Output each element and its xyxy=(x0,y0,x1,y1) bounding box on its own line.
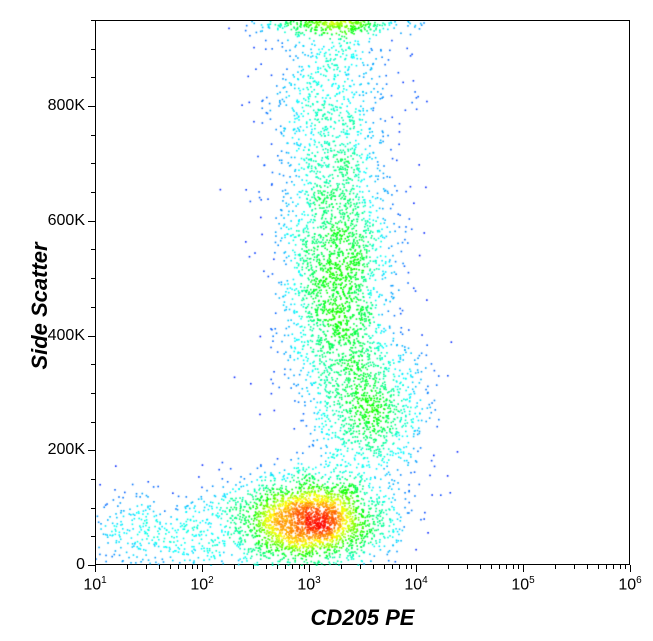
y-axis-label: Side Scatter xyxy=(27,226,53,386)
x-tick-label: 101 xyxy=(70,575,120,594)
y-tick-label: 600K xyxy=(15,212,85,230)
y-tick-label: 800K xyxy=(15,97,85,115)
y-tick-label: 400K xyxy=(15,327,85,345)
density-scatter-canvas xyxy=(96,21,631,566)
y-tick-label: 0 xyxy=(15,556,85,574)
x-axis-label: CD205 PE xyxy=(95,605,630,631)
x-tick-label: 102 xyxy=(177,575,227,594)
x-tick-label: 106 xyxy=(605,575,653,594)
x-tick-label: 103 xyxy=(284,575,334,594)
plot-area xyxy=(95,20,630,565)
y-tick-label: 200K xyxy=(15,441,85,459)
x-tick-label: 105 xyxy=(498,575,548,594)
x-tick-label: 104 xyxy=(391,575,441,594)
flow-cytometry-plot: Side Scatter CD205 PE 0200K400K600K800K … xyxy=(0,0,653,641)
